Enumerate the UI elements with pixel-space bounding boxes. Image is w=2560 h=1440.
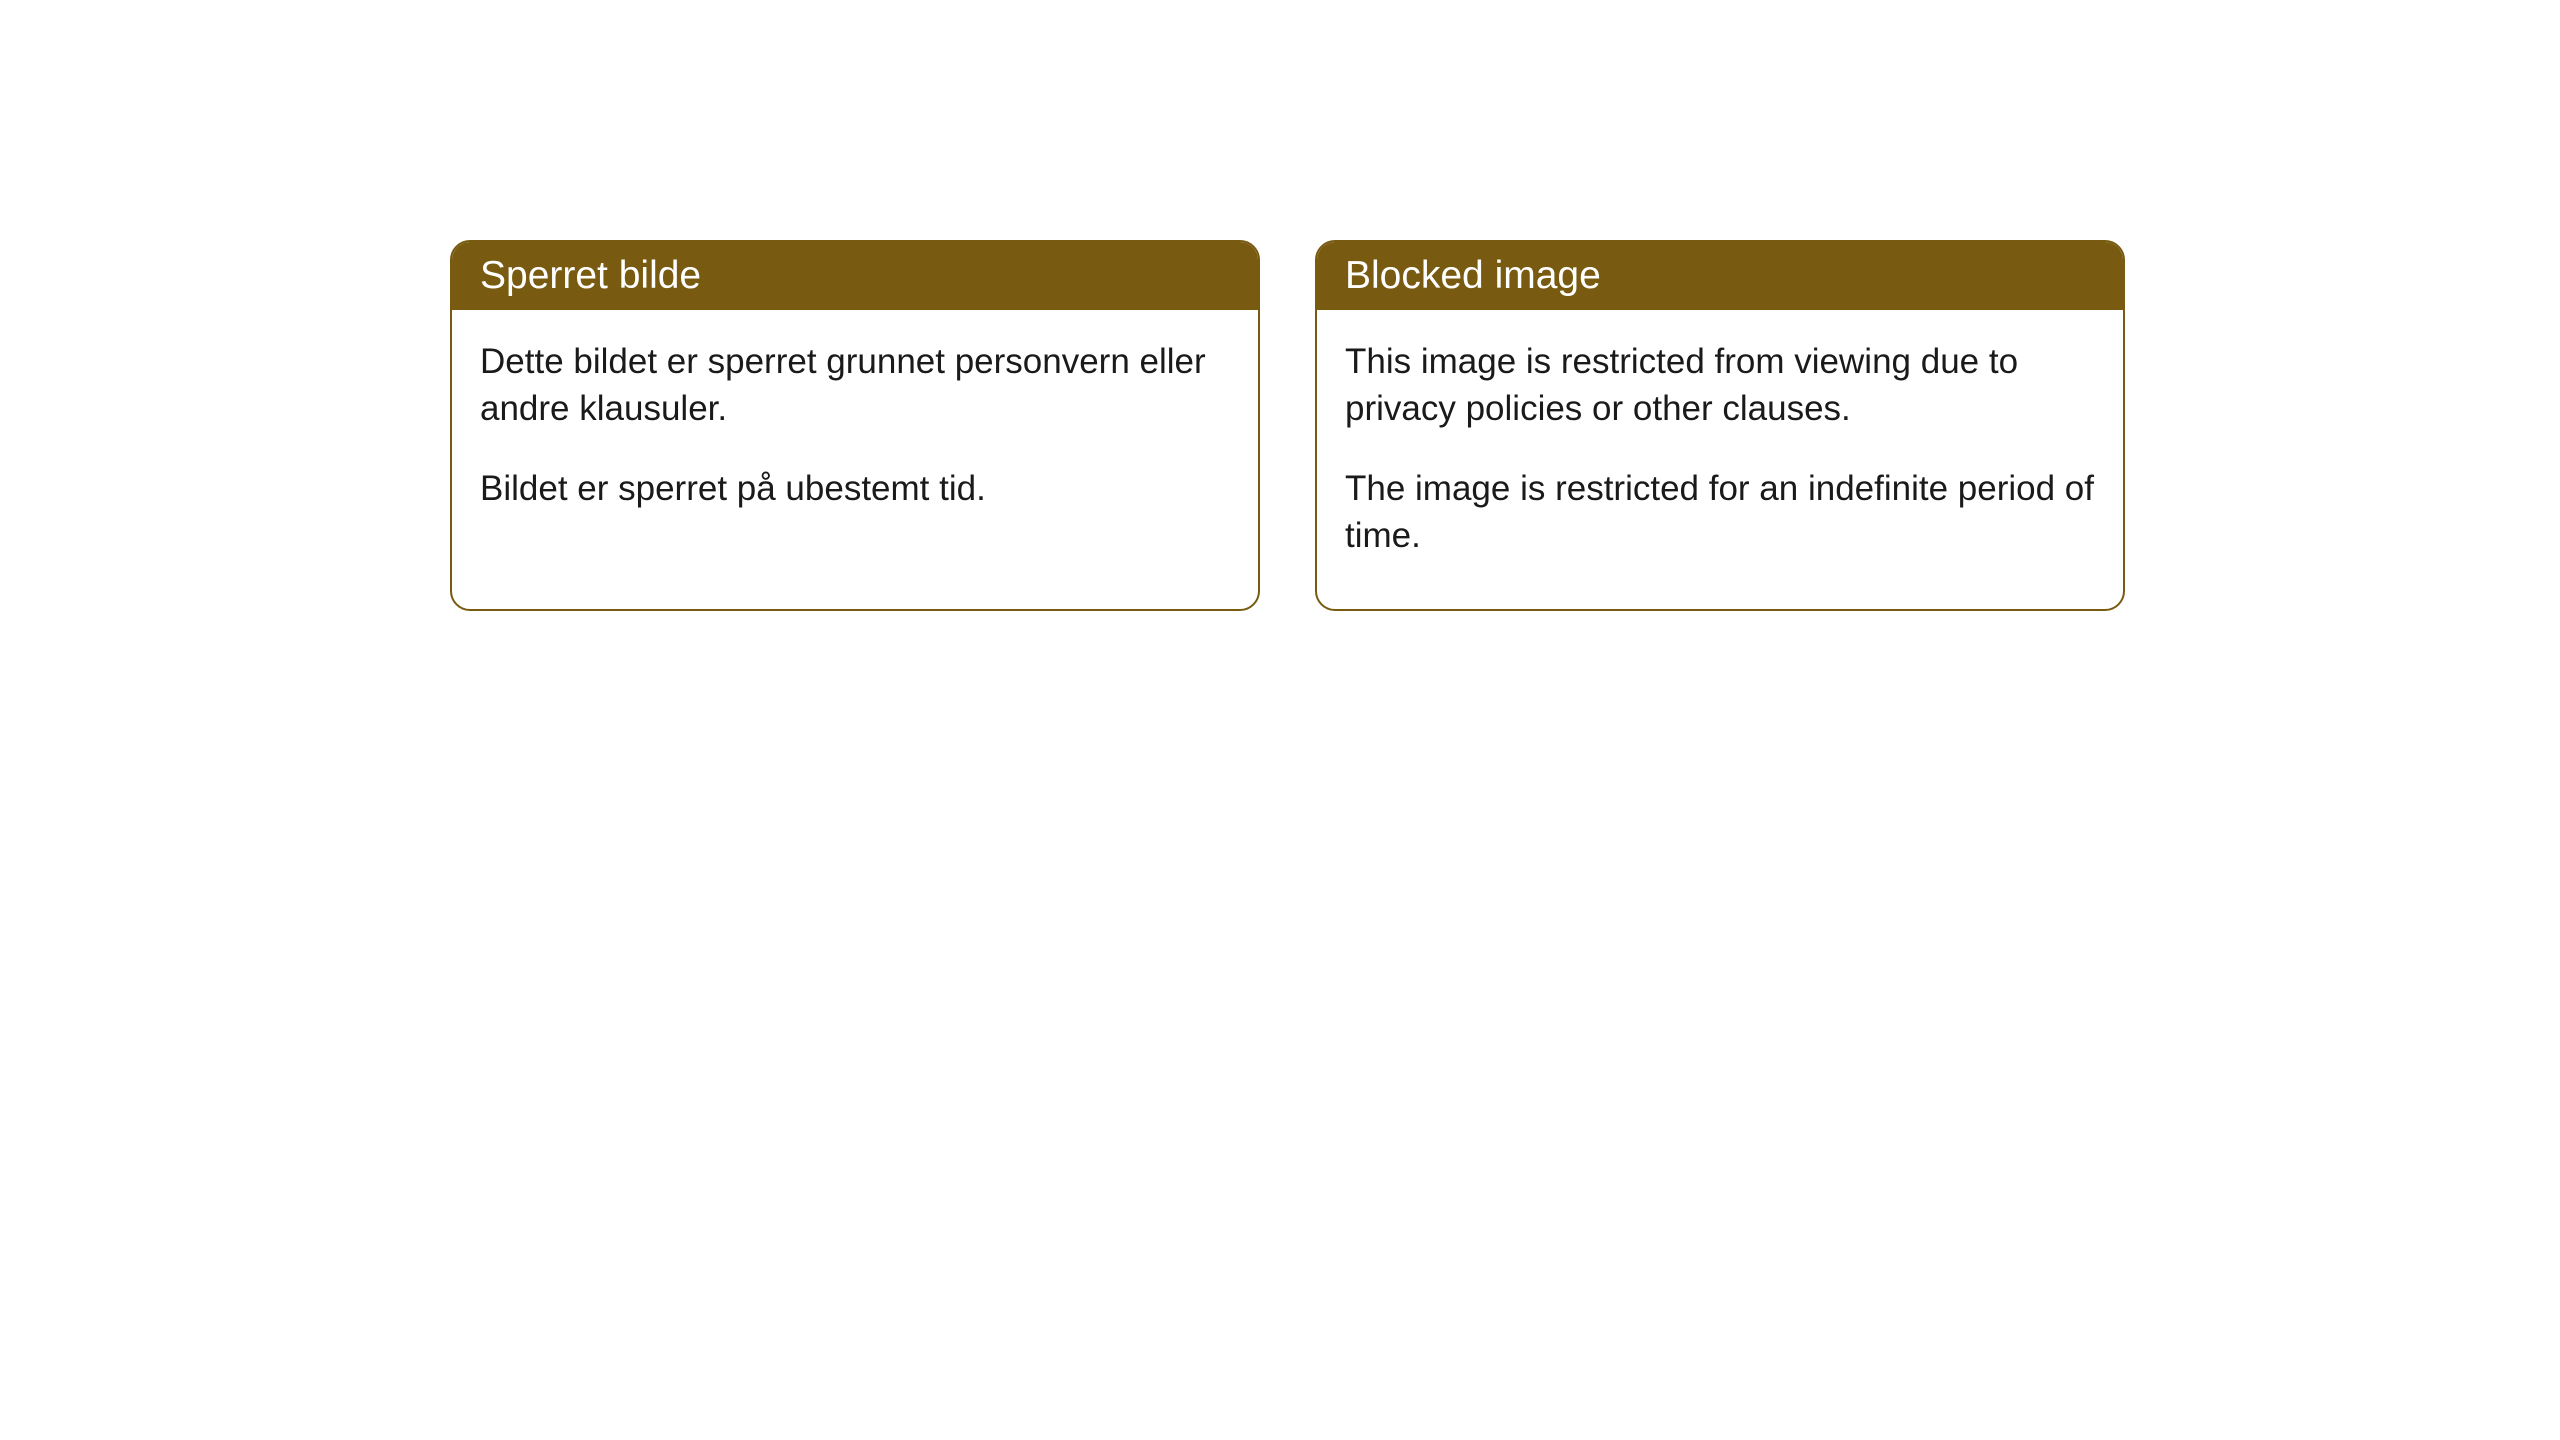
card-title: Sperret bilde — [480, 254, 701, 297]
blocked-image-card-norwegian: Sperret bilde Dette bildet er sperret gr… — [450, 240, 1260, 611]
card-body-english: This image is restricted from viewing du… — [1317, 310, 2123, 609]
card-title: Blocked image — [1345, 254, 1601, 297]
card-header-norwegian: Sperret bilde — [452, 242, 1258, 310]
card-header-english: Blocked image — [1317, 242, 2123, 310]
card-paragraph: The image is restricted for an indefinit… — [1345, 465, 2095, 560]
card-body-norwegian: Dette bildet er sperret grunnet personve… — [452, 310, 1258, 562]
card-paragraph: This image is restricted from viewing du… — [1345, 338, 2095, 433]
card-paragraph: Bildet er sperret på ubestemt tid. — [480, 465, 1230, 512]
blocked-image-card-english: Blocked image This image is restricted f… — [1315, 240, 2125, 611]
notice-cards-container: Sperret bilde Dette bildet er sperret gr… — [450, 240, 2125, 611]
card-paragraph: Dette bildet er sperret grunnet personve… — [480, 338, 1230, 433]
